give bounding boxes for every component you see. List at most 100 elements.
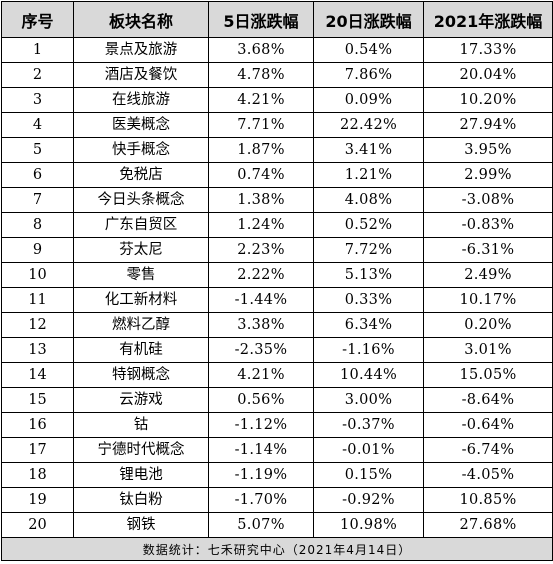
change-2021: 2.99% xyxy=(423,162,553,188)
sector-name: 锂电池 xyxy=(73,462,209,488)
change-20day: 7.86% xyxy=(313,62,424,88)
row-index: 6 xyxy=(1,162,74,188)
row-index: 19 xyxy=(1,487,74,513)
header-row: 序号 板块名称 5日涨跌幅 20日涨跌幅 2021年涨跌幅 xyxy=(1,1,553,38)
change-5day: 1.87% xyxy=(208,137,314,163)
change-5day: -2.35% xyxy=(208,337,314,363)
change-20day: 0.09% xyxy=(313,87,424,113)
table-row: 14 特钢概念 4.21% 10.44% 15.05% xyxy=(1,362,553,388)
sector-name: 景点及旅游 xyxy=(73,37,209,63)
row-index: 20 xyxy=(1,512,74,538)
change-2021: -0.64% xyxy=(423,412,553,438)
table-row: 17 宁德时代概念 -1.14% -0.01% -6.74% xyxy=(1,437,553,463)
table-row: 10 零售 2.22% 5.13% 2.49% xyxy=(1,262,553,288)
change-20day: 7.72% xyxy=(313,237,424,263)
change-20day: 4.08% xyxy=(313,187,424,213)
change-2021: 3.01% xyxy=(423,337,553,363)
sector-name: 广东自贸区 xyxy=(73,212,209,238)
change-5day: -1.14% xyxy=(208,437,314,463)
table-footer: 数据统计：七禾研究中心（2021年4月14日） xyxy=(1,537,553,561)
header-2021-change: 2021年涨跌幅 xyxy=(423,1,553,38)
table-row: 4 医美概念 7.71% 22.42% 27.94% xyxy=(1,112,553,138)
change-20day: 10.98% xyxy=(313,512,424,538)
change-20day: -0.01% xyxy=(313,437,424,463)
row-index: 12 xyxy=(1,312,74,338)
table-row: 18 锂电池 -1.19% 0.15% -4.05% xyxy=(1,462,553,488)
table-row: 6 免税店 0.74% 1.21% 2.99% xyxy=(1,162,553,188)
row-index: 2 xyxy=(1,62,74,88)
sector-name: 钢铁 xyxy=(73,512,209,538)
footer-row: 数据统计：七禾研究中心（2021年4月14日） xyxy=(1,537,553,561)
change-5day: 4.21% xyxy=(208,362,314,388)
sector-name: 免税店 xyxy=(73,162,209,188)
sector-name: 芬太尼 xyxy=(73,237,209,263)
change-20day: 0.52% xyxy=(313,212,424,238)
change-5day: -1.19% xyxy=(208,462,314,488)
change-5day: 3.68% xyxy=(208,37,314,63)
row-index: 16 xyxy=(1,412,74,438)
change-20day: 22.42% xyxy=(313,112,424,138)
change-2021: -6.74% xyxy=(423,437,553,463)
sector-name: 云游戏 xyxy=(73,387,209,413)
change-2021: -3.08% xyxy=(423,187,553,213)
sector-name: 今日头条概念 xyxy=(73,187,209,213)
change-5day: 3.38% xyxy=(208,312,314,338)
table-row: 15 云游戏 0.56% 3.00% -8.64% xyxy=(1,387,553,413)
row-index: 4 xyxy=(1,112,74,138)
change-20day: 0.33% xyxy=(313,287,424,313)
change-2021: 2.49% xyxy=(423,262,553,288)
table-row: 16 钴 -1.12% -0.37% -0.64% xyxy=(1,412,553,438)
header-index: 序号 xyxy=(1,1,74,38)
row-index: 3 xyxy=(1,87,74,113)
row-index: 7 xyxy=(1,187,74,213)
change-2021: 10.85% xyxy=(423,487,553,513)
change-2021: -4.05% xyxy=(423,462,553,488)
sector-name: 快手概念 xyxy=(73,137,209,163)
table-row: 12 燃料乙醇 3.38% 6.34% 0.20% xyxy=(1,312,553,338)
row-index: 1 xyxy=(1,37,74,63)
change-5day: 7.71% xyxy=(208,112,314,138)
row-index: 8 xyxy=(1,212,74,238)
sector-name: 化工新材料 xyxy=(73,287,209,313)
table-row: 19 钛白粉 -1.70% -0.92% 10.85% xyxy=(1,487,553,513)
change-5day: -1.44% xyxy=(208,287,314,313)
change-2021: 20.04% xyxy=(423,62,553,88)
change-2021: 27.94% xyxy=(423,112,553,138)
change-2021: 0.20% xyxy=(423,312,553,338)
change-2021: -8.64% xyxy=(423,387,553,413)
row-index: 10 xyxy=(1,262,74,288)
table-row: 9 芬太尼 2.23% 7.72% -6.31% xyxy=(1,237,553,263)
sector-name: 酒店及餐饮 xyxy=(73,62,209,88)
change-5day: -1.70% xyxy=(208,487,314,513)
change-2021: 3.95% xyxy=(423,137,553,163)
change-20day: 1.21% xyxy=(313,162,424,188)
sector-name: 有机硅 xyxy=(73,337,209,363)
table-row: 8 广东自贸区 1.24% 0.52% -0.83% xyxy=(1,212,553,238)
row-index: 9 xyxy=(1,237,74,263)
change-20day: -0.37% xyxy=(313,412,424,438)
table-row: 5 快手概念 1.87% 3.41% 3.95% xyxy=(1,137,553,163)
change-5day: 5.07% xyxy=(208,512,314,538)
change-2021: -6.31% xyxy=(423,237,553,263)
source-note: 数据统计：七禾研究中心（2021年4月14日） xyxy=(1,537,553,561)
change-5day: -1.12% xyxy=(208,412,314,438)
row-index: 17 xyxy=(1,437,74,463)
header-sector-name: 板块名称 xyxy=(73,1,209,38)
sector-name: 在线旅游 xyxy=(73,87,209,113)
change-2021: 15.05% xyxy=(423,362,553,388)
table-row: 20 钢铁 5.07% 10.98% 27.68% xyxy=(1,512,553,538)
change-20day: 6.34% xyxy=(313,312,424,338)
change-20day: 3.00% xyxy=(313,387,424,413)
sector-name: 钴 xyxy=(73,412,209,438)
row-index: 5 xyxy=(1,137,74,163)
change-5day: 4.21% xyxy=(208,87,314,113)
change-5day: 2.23% xyxy=(208,237,314,263)
sector-name: 钛白粉 xyxy=(73,487,209,513)
row-index: 11 xyxy=(1,287,74,313)
header-5day-change: 5日涨跌幅 xyxy=(208,1,314,38)
change-20day: 5.13% xyxy=(313,262,424,288)
sector-name: 燃料乙醇 xyxy=(73,312,209,338)
table-row: 11 化工新材料 -1.44% 0.33% 10.17% xyxy=(1,287,553,313)
